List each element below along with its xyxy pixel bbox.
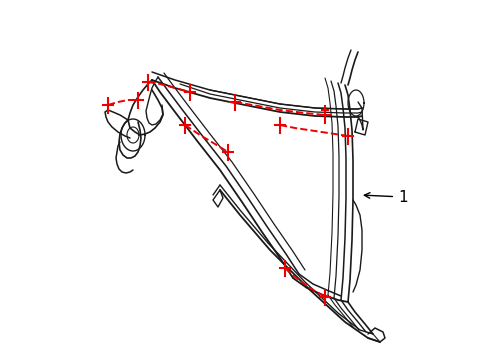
- Text: 1: 1: [364, 189, 407, 204]
